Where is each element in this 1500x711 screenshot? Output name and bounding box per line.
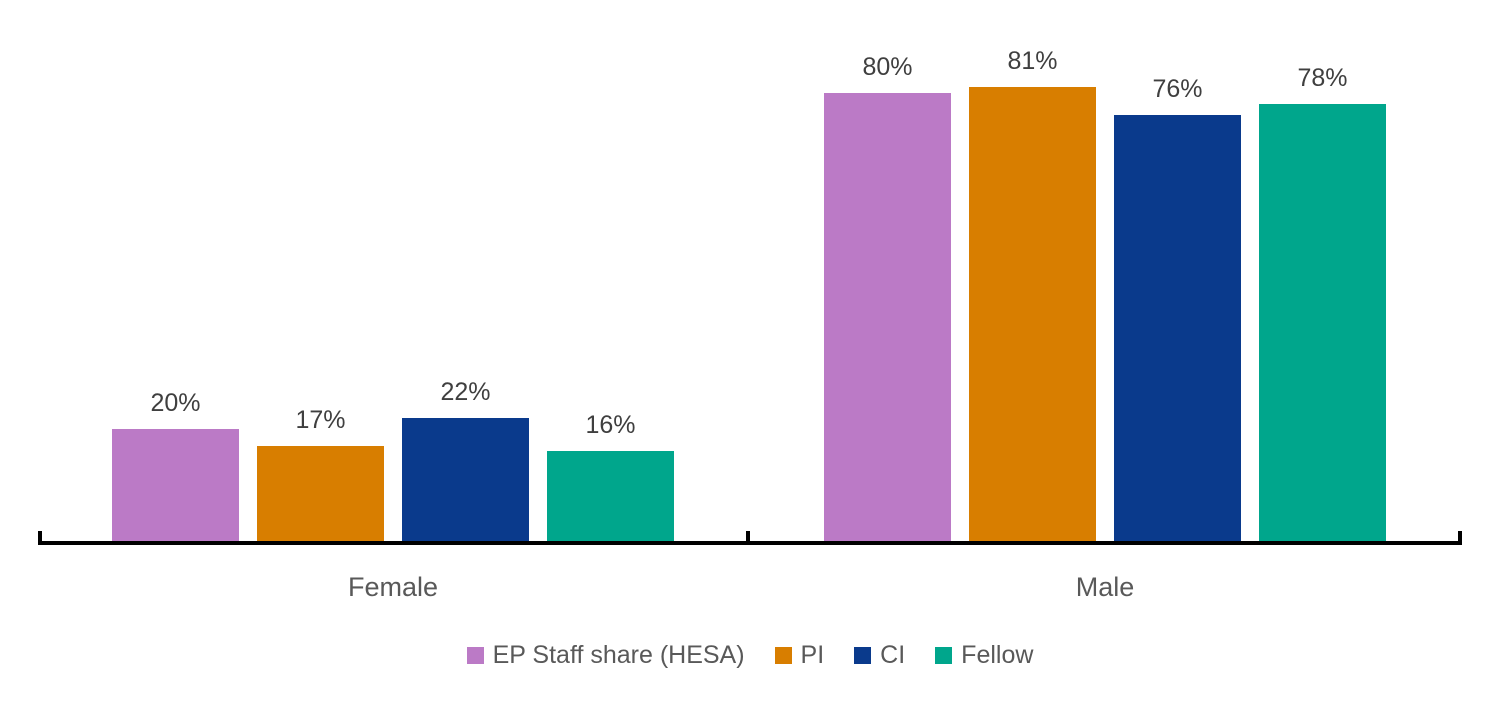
value-label: 81% <box>1007 47 1058 76</box>
bar <box>402 417 529 541</box>
bar-column: 76% <box>1114 75 1241 541</box>
bar <box>969 87 1096 541</box>
legend-label: CI <box>880 641 906 669</box>
legend-label: EP Staff share (HESA) <box>492 641 745 669</box>
value-label: 78% <box>1297 64 1348 93</box>
x-axis-line <box>38 541 1462 545</box>
bar <box>257 445 384 541</box>
legend-swatch-icon <box>466 647 484 664</box>
bar-column: 22% <box>402 378 529 541</box>
legend-label: Fellow <box>961 641 1034 669</box>
legend-item: Fellow <box>935 641 1033 670</box>
legend-item: CI <box>854 641 905 670</box>
bar-column: 78% <box>1259 64 1386 541</box>
legend: EP Staff share (HESA) PI CI Fellow <box>0 641 1500 670</box>
bar-column: 81% <box>969 47 1096 541</box>
legend-swatch-icon <box>854 647 872 664</box>
value-label: 20% <box>150 389 201 417</box>
category-label-female: Female <box>347 572 439 602</box>
legend-swatch-icon <box>935 647 953 664</box>
bar-column: 17% <box>257 406 384 541</box>
bar-column: 20% <box>112 389 239 541</box>
axis-tick <box>1458 531 1462 545</box>
bar-column: 80% <box>824 53 951 541</box>
value-label: 22% <box>440 377 491 406</box>
value-label: 16% <box>585 411 636 440</box>
category-label-male: Male <box>1075 572 1135 602</box>
value-label: 17% <box>295 405 346 434</box>
bar <box>547 451 674 541</box>
bar <box>1114 115 1241 541</box>
axis-tick <box>38 531 42 545</box>
bar <box>1259 104 1386 541</box>
legend-label: PI <box>800 641 825 669</box>
legend-swatch-icon <box>774 647 792 664</box>
value-label: 80% <box>862 53 913 81</box>
bar-group-female: 20% 17% 22% 16% <box>38 378 748 541</box>
value-label: 76% <box>1152 75 1203 104</box>
bar <box>824 93 951 541</box>
bar-group-male: 80% 81% 76% 78% <box>748 47 1462 541</box>
bar-column: 16% <box>547 411 674 541</box>
axis-tick <box>746 531 750 545</box>
legend-item: EP Staff share (HESA) <box>466 641 745 670</box>
bar <box>112 429 239 541</box>
legend-item: PI <box>774 641 825 670</box>
